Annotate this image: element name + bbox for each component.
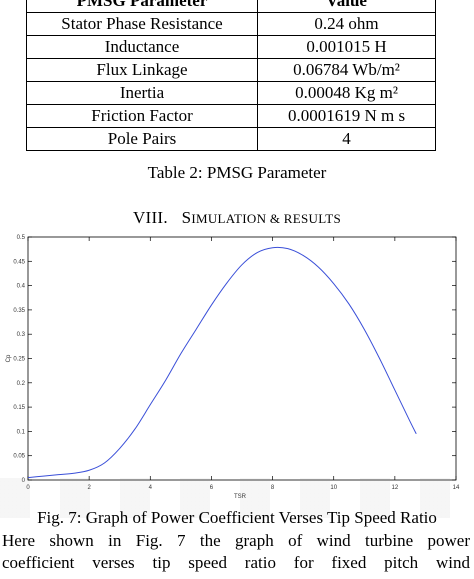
- section-numeral: VIII.: [132, 208, 168, 227]
- cp-tsr-chart: 0 2 4 6 8 10 12 14 0 0.05 0.1 0.15 0.2 0.25 0.3 0.35 0.4…: [0, 232, 474, 504]
- table-cell-name: Inductance: [26, 35, 258, 59]
- watermark: [0, 478, 474, 518]
- body-line: coefficient verses tip speed ratio for f…: [2, 553, 470, 572]
- table-header-row: PMSG Parameter Value: [26, 0, 436, 13]
- pmsg-parameter-table: PMSG Parameter Value Stator Phase Resist…: [26, 0, 436, 151]
- chart-svg: 0 2 4 6 8 10 12 14 0 0.05 0.1 0.15 0.2 0.25 0.3 0.35 0.4…: [6, 235, 460, 500]
- section-heading: VIII. SIMULATION & RESULTS: [0, 208, 474, 228]
- x-tick-label: 8: [271, 485, 275, 491]
- x-tick-label: 14: [453, 485, 460, 491]
- x-tick-label: 10: [330, 485, 337, 491]
- plot-frame: [27, 236, 457, 481]
- table-row: Flux Linkage 0.06784 Wb/m²: [26, 58, 436, 82]
- table-cell-name: Stator Phase Resistance: [26, 12, 258, 36]
- y-tick-label: 0.4: [17, 284, 26, 290]
- table-row: Stator Phase Resistance 0.24 ohm: [26, 12, 436, 36]
- pmsg-parameter-table-wrap: PMSG Parameter Value Stator Phase Resist…: [26, 0, 436, 151]
- y-tick-label: 0.45: [13, 259, 25, 265]
- table-header-parameter: PMSG Parameter: [26, 0, 258, 13]
- y-tick-label: 0.25: [13, 357, 25, 363]
- body-paragraph: Here shown in Fig. 7 the graph of wind t…: [2, 530, 470, 574]
- table-row: Friction Factor 0.0001619 N m s: [26, 104, 436, 128]
- y-tick-label: 0.2: [17, 381, 26, 387]
- y-tick-label: 0.05: [13, 454, 25, 460]
- table-row: Inertia 0.00048 Kg m²: [26, 81, 436, 105]
- x-axis-label: TSR: [234, 494, 247, 500]
- figure-caption: Fig. 7: Graph of Power Coefficient Verse…: [37, 508, 437, 527]
- table-header-value: Value: [257, 0, 436, 13]
- y-tick-label: 0.15: [13, 405, 25, 411]
- x-tick-label: 6: [210, 485, 214, 491]
- x-tick-label: 4: [149, 485, 153, 491]
- table-row: Pole Pairs 4: [26, 127, 436, 151]
- table-cell-value: 0.06784 Wb/m²: [257, 58, 436, 82]
- body-line: Here shown in Fig. 7 the graph of wind t…: [2, 531, 470, 550]
- cp-curve-line: [27, 246, 417, 479]
- table-cell-value: 0.00048 Kg m²: [257, 81, 436, 105]
- table-cell-name: Flux Linkage: [26, 58, 258, 82]
- section-title-initial: S: [181, 208, 192, 227]
- y-tick-label: 0.3: [17, 332, 26, 338]
- table-cell-name: Inertia: [26, 81, 258, 105]
- y-tick-label: 0: [22, 478, 26, 484]
- y-tick-label: 0.1: [17, 429, 26, 435]
- table-caption: Table 2: PMSG Parameter: [147, 163, 327, 182]
- x-tick-label: 0: [26, 485, 30, 491]
- table-cell-value: 0.001015 H: [257, 35, 436, 59]
- x-tick-label: 12: [392, 485, 399, 491]
- table-row: Inductance 0.001015 H: [26, 35, 436, 59]
- x-tick-label: 2: [87, 485, 91, 491]
- table-cell-name: Pole Pairs: [26, 127, 258, 151]
- table-cell-value: 0.24 ohm: [257, 12, 436, 36]
- table-cell-value: 4: [257, 127, 436, 151]
- table-cell-name: Friction Factor: [26, 104, 258, 128]
- table-cell-value: 0.0001619 N m s: [257, 104, 436, 128]
- y-axis-label: Cp: [6, 354, 12, 362]
- section-title-rest: IMULATION & RESULTS: [191, 211, 342, 226]
- y-tick-label: 0.5: [17, 235, 26, 241]
- y-tick-label: 0.35: [13, 308, 25, 314]
